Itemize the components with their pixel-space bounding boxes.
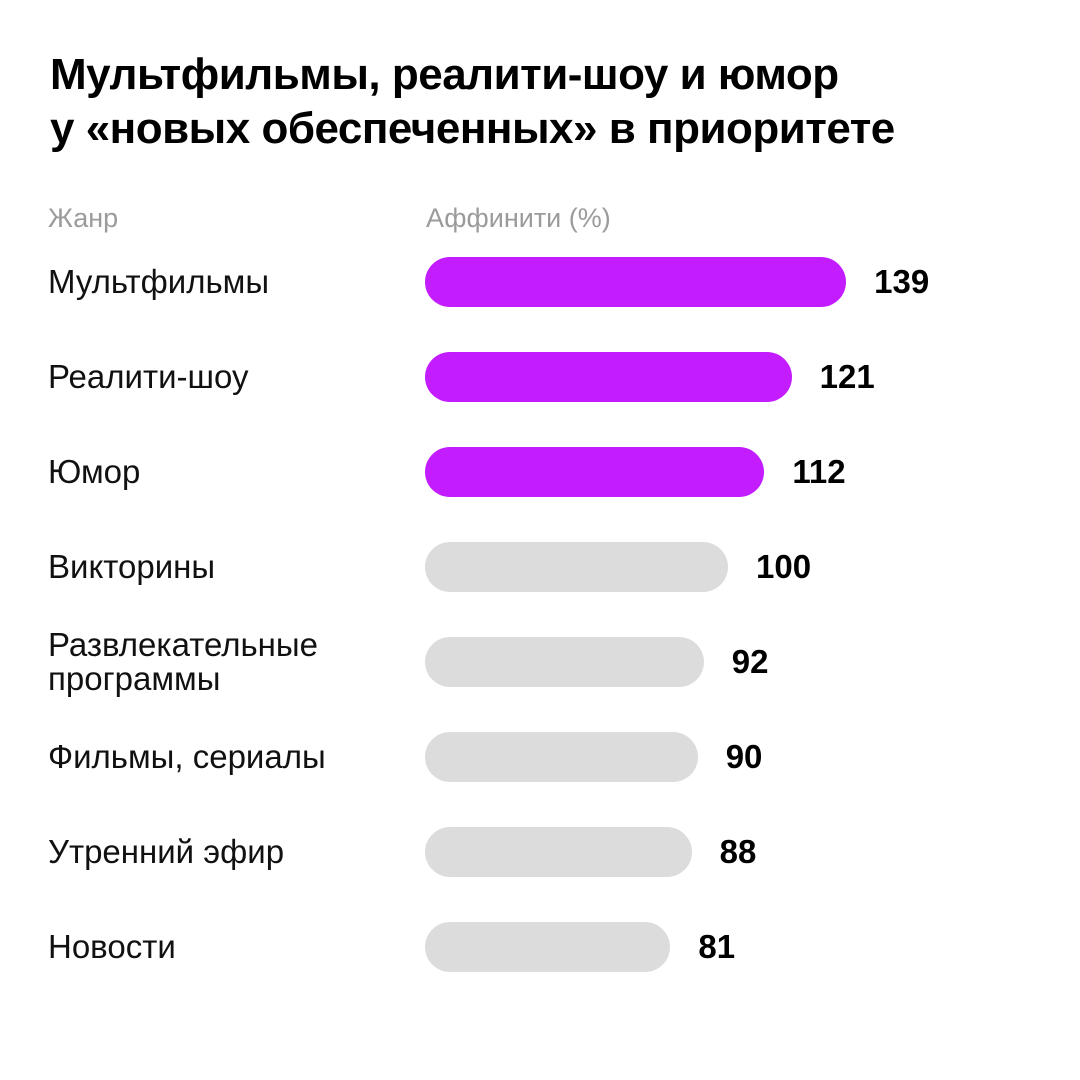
category-label-line: Юмор bbox=[48, 453, 141, 490]
category-label: Фильмы, сериалы bbox=[48, 736, 408, 778]
value-axis-label: Аффинити (%) bbox=[426, 203, 611, 233]
category-label: Мультфильмы bbox=[48, 261, 408, 303]
category-label: Викторины bbox=[48, 546, 408, 588]
value-label: 121 bbox=[819, 358, 875, 395]
bar bbox=[425, 257, 847, 307]
chart-title-line-2: у «новых обеспеченных» в приоритете bbox=[50, 104, 895, 153]
bar bbox=[425, 732, 698, 782]
category-label-line: Развлекательные bbox=[48, 626, 318, 663]
value-label: 90 bbox=[725, 738, 763, 775]
category-label-line: Мультфильмы bbox=[48, 263, 270, 300]
category-label: Реалити-шоу bbox=[48, 356, 408, 398]
category-label-line: Фильмы, сериалы bbox=[48, 738, 326, 775]
category-label: Утренний эфир bbox=[48, 831, 408, 873]
value-label: 81 bbox=[698, 928, 736, 965]
value-label: 139 bbox=[874, 263, 930, 300]
category-label-line: Викторины bbox=[48, 548, 216, 585]
bar bbox=[425, 827, 692, 877]
bar bbox=[425, 352, 792, 402]
bar bbox=[425, 637, 704, 687]
category-label-line: программы bbox=[48, 660, 221, 697]
chart-title: Мультфильмы, реалити-шоу и юмор у «новых… bbox=[50, 48, 1040, 156]
bar bbox=[425, 542, 728, 592]
category-axis-label: Жанр bbox=[48, 203, 119, 233]
category-label-line: Реалити-шоу bbox=[48, 358, 249, 395]
value-label: 92 bbox=[731, 643, 769, 680]
category-label: Юмор bbox=[48, 451, 408, 493]
value-label: 88 bbox=[719, 833, 757, 870]
value-label: 100 bbox=[756, 548, 812, 585]
category-label: Новости bbox=[48, 926, 408, 968]
category-label-line: Утренний эфир bbox=[48, 833, 285, 870]
category-label: Развлекательные программы bbox=[48, 628, 408, 696]
bar bbox=[425, 447, 765, 497]
category-label-line: Новости bbox=[48, 928, 176, 965]
value-label: 112 bbox=[792, 453, 846, 490]
chart-title-line-1: Мультфильмы, реалити-шоу и юмор bbox=[50, 50, 839, 99]
bar bbox=[425, 922, 671, 972]
